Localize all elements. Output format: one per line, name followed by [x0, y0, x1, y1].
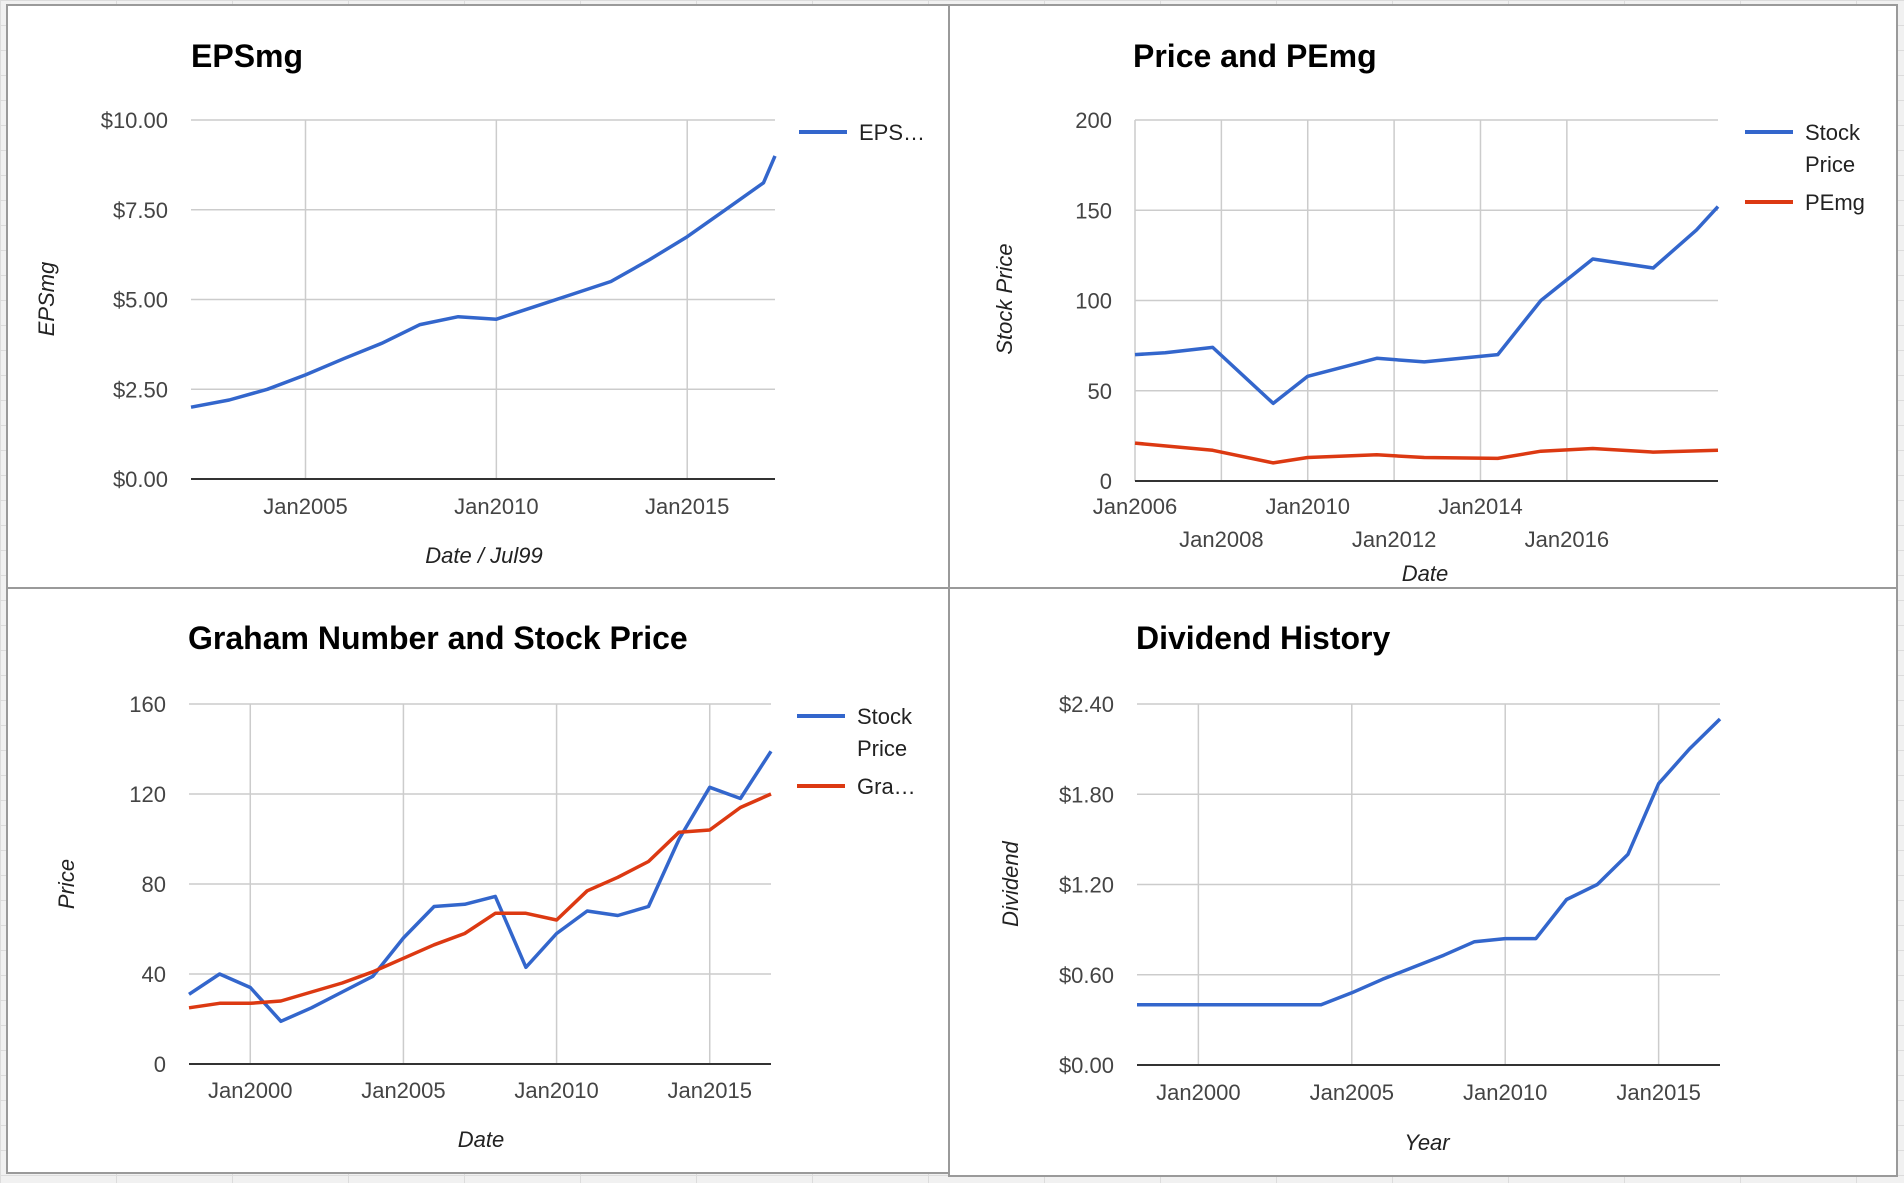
legend-label: Stock — [1805, 120, 1861, 145]
y-tick-label: $2.40 — [1059, 692, 1114, 717]
y-tick-label: 100 — [1075, 289, 1112, 314]
price-pemg-chart: Price and PEmg 0 50 100 150 200 Jan2006 Jan2010… — [992, 38, 1865, 586]
y-tick-label: $2.50 — [113, 377, 168, 402]
y-tick-label: $0.60 — [1059, 963, 1114, 988]
epsmg-chart: EPSmg $0.00 $2.50 $5.00 $7.50 $10.00 Jan2005 Ja… — [34, 38, 925, 568]
y-tick-label: 0 — [154, 1052, 166, 1077]
chart-panel-graham-number[interactable]: Graham Number and Stock Price 0 40 80 120 160… — [6, 587, 950, 1174]
series-line-0 — [188, 750, 773, 1024]
x-tick-label: Jan2015 — [668, 1078, 752, 1103]
y-tick-label: 50 — [1088, 379, 1112, 404]
y-tick-label: $10.00 — [101, 108, 168, 133]
y-tick-label: 40 — [142, 962, 166, 987]
legend-label: EPS… — [859, 120, 925, 145]
y-tick-label: 0 — [1100, 469, 1112, 494]
y-tick-label: $1.20 — [1059, 873, 1114, 898]
y-axis-title: Dividend — [998, 840, 1023, 926]
series-line-0 — [1137, 717, 1722, 1007]
y-tick-label: 160 — [129, 692, 166, 717]
x-tick-label: Jan2010 — [454, 494, 538, 519]
x-tick-label: Jan2014 — [1438, 494, 1522, 519]
series-line-0 — [1134, 205, 1720, 406]
x-tick-label: Jan2015 — [1616, 1080, 1700, 1105]
x-tick-label: Jan2000 — [208, 1078, 292, 1103]
chart-title: Dividend History — [1136, 620, 1390, 656]
x-tick-label: Jan2005 — [1310, 1080, 1394, 1105]
x-tick-label: Jan2016 — [1525, 527, 1609, 552]
x-tick-label: Jan2015 — [645, 494, 729, 519]
x-axis-title: Date — [1402, 561, 1448, 586]
y-tick-label: 80 — [142, 872, 166, 897]
y-tick-label: 200 — [1075, 108, 1112, 133]
x-tick-label: Jan2012 — [1352, 527, 1436, 552]
y-tick-label: 150 — [1075, 198, 1112, 223]
series-line-1 — [1134, 441, 1719, 465]
graham-number-chart: Graham Number and Stock Price 0 40 80 120 160… — [54, 620, 916, 1152]
x-tick-label: Jan2010 — [1266, 494, 1350, 519]
x-tick-label: Jan2010 — [514, 1078, 598, 1103]
y-axis-title: Stock Price — [992, 243, 1017, 354]
legend-label: Gra… — [857, 774, 916, 799]
legend-label: PEmg — [1805, 190, 1865, 215]
chart-title: Price and PEmg — [1133, 38, 1377, 74]
dividend-history-chart: Dividend History $0.00 $0.60 $1.20 $1.80 $2.4… — [998, 620, 1722, 1155]
series-line-1 — [188, 792, 772, 1010]
x-axis-title: Date — [458, 1127, 504, 1152]
legend-label: Price — [1805, 152, 1855, 177]
y-tick-label: 120 — [129, 782, 166, 807]
series-line-0 — [190, 155, 777, 409]
chart-title: Graham Number and Stock Price — [188, 620, 688, 656]
chart-panel-epsmg[interactable]: EPSmg $0.00 $2.50 $5.00 $7.50 $10.00 Jan2005 Ja… — [6, 4, 950, 589]
chart-panel-dividend-history[interactable]: Dividend History $0.00 $0.60 $1.20 $1.80 $2.4… — [948, 587, 1898, 1177]
y-tick-label: $7.50 — [113, 198, 168, 223]
y-axis-title: EPSmg — [34, 261, 59, 336]
x-tick-label: Jan2005 — [263, 494, 347, 519]
x-axis-title: Date / Jul99 — [425, 543, 542, 568]
legend-label: Stock — [857, 704, 913, 729]
y-tick-label: $0.00 — [113, 467, 168, 492]
x-tick-label: Jan2000 — [1156, 1080, 1240, 1105]
x-tick-label: Jan2010 — [1463, 1080, 1547, 1105]
y-tick-label: $0.00 — [1059, 1053, 1114, 1078]
y-tick-label: $5.00 — [113, 288, 168, 313]
legend-label: Price — [857, 736, 907, 761]
chart-panel-price-pemg[interactable]: Price and PEmg 0 50 100 150 200 Jan2006 Jan2010… — [948, 4, 1898, 589]
x-tick-label: Jan2005 — [361, 1078, 445, 1103]
x-axis-title: Year — [1404, 1130, 1451, 1155]
y-axis-title: Price — [54, 859, 79, 909]
x-tick-label: Jan2008 — [1179, 527, 1263, 552]
x-tick-label: Jan2006 — [1093, 494, 1177, 519]
chart-title: EPSmg — [191, 38, 303, 74]
y-tick-label: $1.80 — [1059, 782, 1114, 807]
